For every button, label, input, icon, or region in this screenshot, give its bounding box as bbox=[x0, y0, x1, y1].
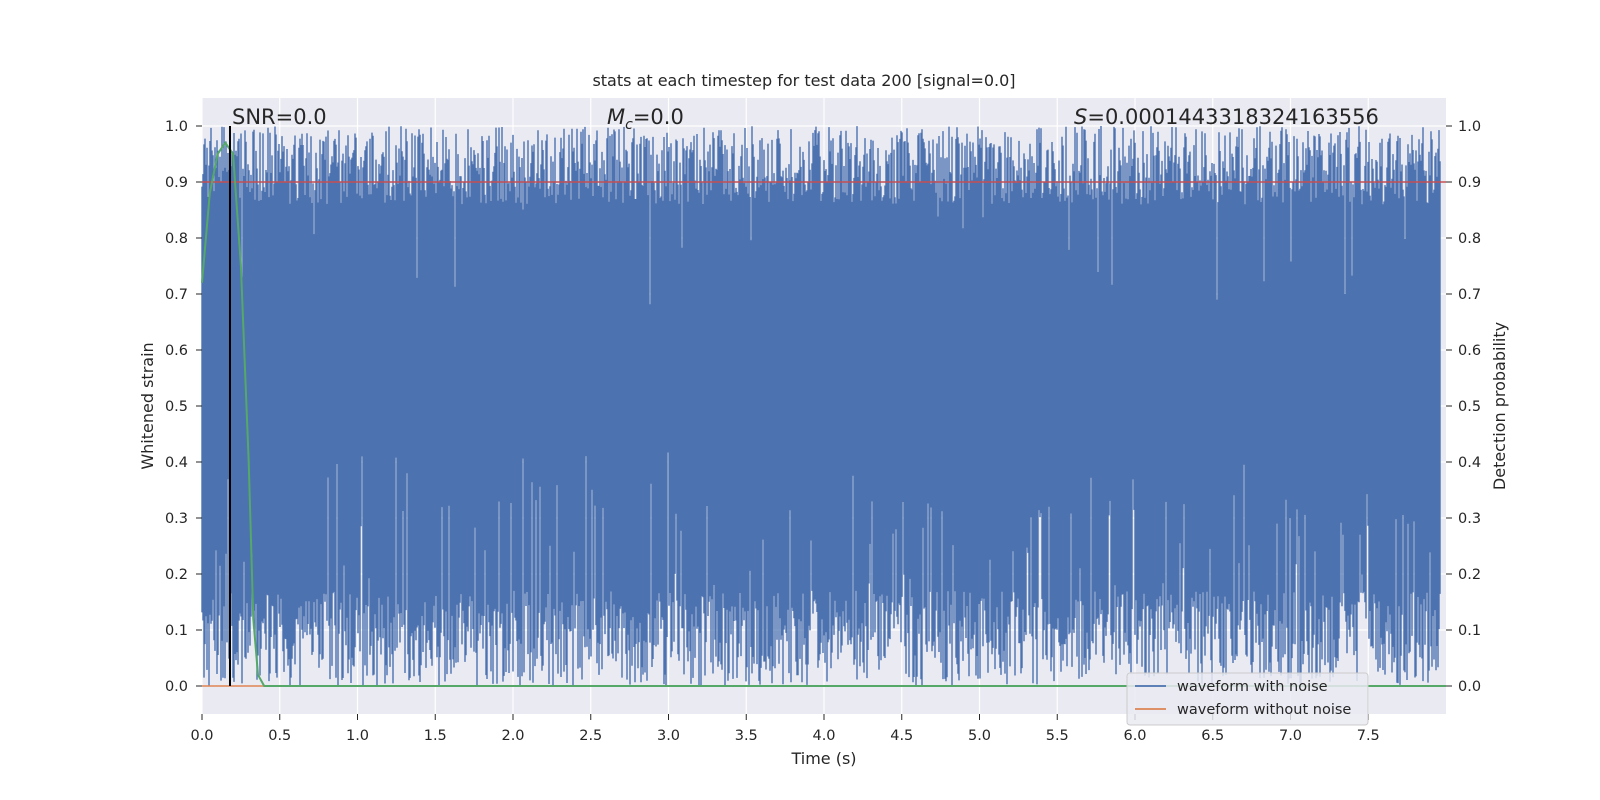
y2-tick-label: 0.2 bbox=[1458, 567, 1481, 583]
y-tick-label: 0.2 bbox=[165, 567, 188, 583]
x-tick-label: 7.5 bbox=[1357, 728, 1380, 744]
x-tick-label: 7.0 bbox=[1279, 728, 1302, 744]
y-tick-label: 1.0 bbox=[165, 119, 188, 135]
x-tick-label: 3.5 bbox=[735, 728, 758, 744]
y-tick-label: 0.6 bbox=[165, 343, 188, 359]
x-tick-label: 5.5 bbox=[1046, 728, 1069, 744]
legend-box bbox=[1126, 672, 1369, 726]
y-tick-label: 0.3 bbox=[165, 511, 188, 527]
x-tick-label: 0.5 bbox=[268, 728, 291, 744]
x-tick-label: 6.5 bbox=[1201, 728, 1224, 744]
y-tick-label: 0.1 bbox=[165, 623, 188, 639]
y2-tick-label: 0.6 bbox=[1458, 343, 1481, 359]
ticks: 0.0 0.5 1.0 1.5 2.0 2.5 3.0 3.5 4.0 4.5 5.0 5.5 6.0 6… bbox=[165, 119, 1481, 744]
x-tick-label: 2.0 bbox=[501, 728, 524, 744]
legend-label-noise: waveform with noise bbox=[1177, 679, 1328, 695]
y-tick-label: 0.0 bbox=[165, 679, 188, 695]
chart-title: stats at each timestep for test data 200… bbox=[592, 71, 1015, 90]
y2-tick-label: 0.8 bbox=[1458, 231, 1481, 247]
x-tick-label: 2.5 bbox=[579, 728, 602, 744]
y2-tick-label: 0.0 bbox=[1458, 679, 1481, 695]
y-axis-label: Whitened strain bbox=[138, 342, 157, 469]
x-tick-label: 3.0 bbox=[657, 728, 680, 744]
s-annotation: S=0.0001443318324163556 bbox=[1074, 105, 1379, 129]
series-detection-probability bbox=[201, 141, 1446, 687]
y2-tick-label: 1.0 bbox=[1458, 119, 1481, 135]
mc-annotation: Mc=0.0 bbox=[607, 105, 684, 133]
y-tick-label: 0.4 bbox=[165, 455, 188, 471]
y2-tick-label: 0.1 bbox=[1458, 623, 1481, 639]
x-tick-label: 1.5 bbox=[424, 728, 447, 744]
legend-label-clean: waveform without noise bbox=[1177, 702, 1351, 718]
y-tick-label: 0.9 bbox=[165, 175, 188, 191]
y-tick-label: 0.5 bbox=[165, 399, 188, 415]
y-tick-label: 0.7 bbox=[165, 287, 188, 303]
y-tick-label: 0.8 bbox=[165, 231, 188, 247]
x-tick-label: 1.0 bbox=[346, 728, 369, 744]
x-tick-label: 5.0 bbox=[968, 728, 991, 744]
noise-trace bbox=[201, 126, 1441, 686]
legend: waveform with noise waveform without noi… bbox=[1126, 672, 1369, 726]
y2-tick-label: 0.7 bbox=[1458, 287, 1481, 303]
x-tick-label: 4.5 bbox=[890, 728, 913, 744]
y2-tick-label: 0.9 bbox=[1458, 175, 1481, 191]
y2-tick-label: 0.3 bbox=[1458, 511, 1481, 527]
x-tick-label: 4.0 bbox=[812, 728, 835, 744]
series-waveform-with-noise bbox=[201, 126, 1441, 686]
y2-tick-label: 0.4 bbox=[1458, 455, 1481, 471]
snr-annotation: SNR=0.0 bbox=[232, 105, 327, 129]
y2-axis-label: Detection probability bbox=[1490, 322, 1509, 490]
x-axis-label: Time (s) bbox=[790, 749, 856, 768]
x-tick-label: 0.0 bbox=[190, 728, 213, 744]
x-tick-label: 6.0 bbox=[1123, 728, 1146, 744]
y2-tick-label: 0.5 bbox=[1458, 399, 1481, 415]
